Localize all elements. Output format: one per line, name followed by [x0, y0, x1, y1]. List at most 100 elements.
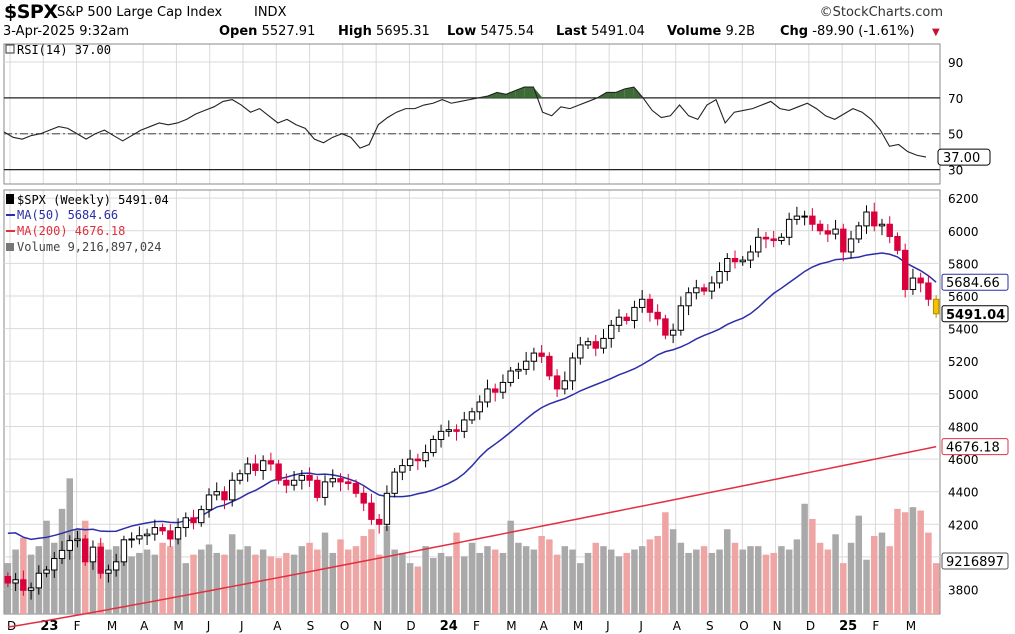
ma50-line: [7, 252, 937, 541]
volume-bar: [143, 549, 151, 614]
candle-body: [406, 458, 414, 467]
x-tick-label: D: [806, 619, 815, 633]
price-tick-label: 3800: [948, 584, 979, 598]
candle-body: [809, 215, 816, 225]
candle-body: [120, 539, 128, 563]
price-tick-label: 6000: [948, 225, 979, 239]
volume-bar: [151, 554, 159, 614]
volume-bar: [221, 554, 228, 614]
high-value: 5695.31: [376, 24, 430, 39]
volume-bar: [693, 549, 700, 614]
volume-bar: [739, 549, 746, 614]
x-tick-label: A: [673, 619, 682, 633]
volume-bar: [615, 556, 623, 614]
volume-bar: [375, 554, 383, 614]
volume-bar: [205, 544, 213, 614]
candle-body: [89, 546, 97, 563]
volume-bar: [623, 552, 630, 614]
open-quote: Open 5527.91: [219, 24, 315, 39]
price-last-value-box: [941, 305, 1009, 323]
volume-legend: Volume 9,216,897,024: [17, 240, 162, 254]
candle-body: [136, 535, 143, 540]
change-value: -89.90 (-1.61%): [812, 24, 915, 39]
candle-body: [66, 540, 73, 551]
volume-bar: [190, 554, 197, 614]
candle-body: [259, 460, 267, 471]
volume-bar: [638, 546, 646, 614]
candle-body: [228, 479, 236, 501]
candle-body: [824, 230, 832, 235]
volume-value: 9.2B: [725, 24, 756, 39]
candle-body: [51, 558, 58, 571]
candle-body: [4, 575, 12, 584]
brand-logo[interactable]: ©StockCharts.com: [819, 5, 943, 20]
volume-bar: [778, 546, 785, 614]
candle-body: [561, 380, 569, 390]
x-tick-label: F: [473, 619, 480, 633]
candle-body: [360, 492, 367, 504]
candle-body: [770, 238, 777, 242]
ma200-legend: MA(200) 4676.18: [17, 224, 125, 238]
candle-body: [515, 368, 522, 372]
volume-bar: [522, 546, 530, 614]
candle-body: [167, 530, 174, 540]
volume-bar: [120, 554, 128, 614]
candle-body: [213, 491, 220, 496]
volume-bar: [128, 556, 135, 614]
volume-bar: [430, 558, 437, 614]
candle-body: [615, 316, 623, 326]
volume-bar: [81, 520, 89, 614]
rsi-legend-icon: [5, 44, 15, 54]
volume-bar: [932, 563, 940, 614]
rsi-tick-label: 70: [948, 92, 963, 106]
x-tick-label: S: [706, 619, 714, 633]
candle-body: [12, 579, 19, 584]
x-tick-label: S: [307, 619, 315, 633]
candle-body: [677, 305, 685, 331]
volume-bar: [824, 549, 832, 614]
low-quote: Low 5475.54: [447, 24, 534, 39]
candle-body: [484, 388, 491, 403]
price-tick-label: 4800: [948, 420, 979, 434]
candle-body: [662, 318, 669, 336]
volume-bar: [731, 542, 739, 614]
candle-body: [793, 215, 801, 220]
volume-bar: [847, 542, 855, 614]
volume-bar: [553, 554, 561, 614]
x-tick-label: J: [206, 619, 211, 633]
volume-bar: [198, 549, 205, 614]
candle-body: [453, 429, 460, 432]
volume-bar: [445, 556, 453, 614]
rsi-overbought-fill: [624, 87, 634, 98]
volume-bar: [461, 556, 468, 614]
rsi-tick-label: 90: [948, 56, 963, 70]
candle-body: [399, 465, 406, 473]
candle-body: [871, 211, 878, 227]
ma200-last-value-box: [941, 438, 1009, 456]
volume-bar: [368, 529, 375, 614]
volume-bar: [870, 535, 878, 614]
volume-bar: [909, 507, 917, 614]
volume-bar: [51, 542, 58, 614]
price-tick-label: 4600: [948, 453, 979, 467]
candle-body: [437, 430, 445, 441]
volume-bar: [74, 529, 81, 614]
candle-body: [685, 292, 692, 307]
candle-body: [530, 352, 538, 362]
candle-body: [631, 306, 638, 321]
rsi-overbought-fill: [524, 87, 534, 98]
candle-body: [724, 257, 731, 273]
candle-body: [894, 235, 901, 251]
volume-bar: [406, 563, 414, 614]
volume-bar: [453, 532, 460, 614]
volume-bar: [863, 559, 870, 614]
timestamp: 3-Apr-2025 9:32am: [3, 24, 130, 39]
candle-body: [499, 381, 507, 393]
volume-bar: [499, 552, 507, 614]
candle-body: [391, 471, 398, 494]
candle-body: [198, 509, 205, 524]
volume-bar: [484, 546, 491, 614]
candle-body: [855, 225, 862, 240]
volume-bar: [352, 546, 360, 614]
